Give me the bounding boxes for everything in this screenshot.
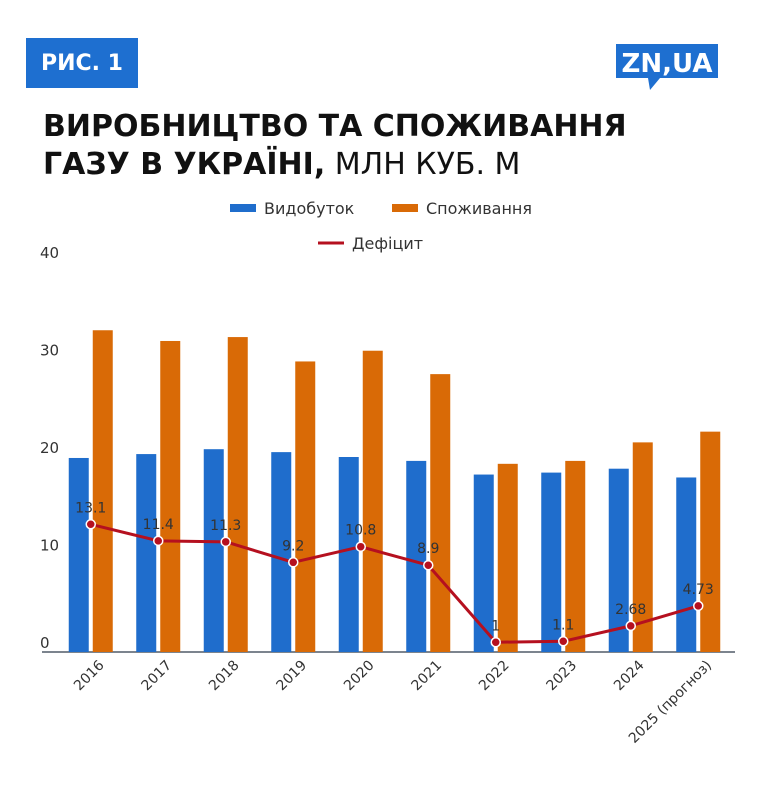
deficit-point: [85, 519, 96, 530]
deficit-point: [423, 559, 434, 571]
deficit-data-label: 10.8: [345, 523, 376, 539]
bar-production: [271, 452, 292, 652]
bar-production: [406, 460, 427, 652]
x-tick-label: 2018: [206, 658, 243, 695]
deficit-point: [355, 541, 366, 552]
deficit-point: [625, 620, 636, 632]
bar-consumption: [565, 460, 586, 652]
deficit-data-label: 9.2: [282, 538, 304, 554]
y-tick-label: 20: [40, 439, 59, 457]
bar-production: [608, 468, 629, 652]
bar-consumption: [227, 337, 248, 652]
deficit-data-label: 4.73: [683, 582, 714, 598]
deficit-point: [220, 536, 231, 548]
x-tick-label: 2024: [611, 657, 648, 694]
legend-deficit-label: Дефіцит: [352, 234, 423, 253]
bar-production: [338, 457, 359, 652]
deficit-point: [558, 636, 569, 647]
chart-title: ВИРОБНИЦТВО ТА СПОЖИВАННЯ ГАЗУ В УКРАЇНІ…: [43, 108, 743, 184]
title-line-2: ГАЗУ В УКРАЇНІ,: [43, 147, 326, 182]
bar-production: [676, 477, 697, 652]
deficit-line: [90, 522, 699, 644]
bar-production: [203, 449, 224, 652]
deficit-point: [288, 557, 299, 568]
bar-consumption: [497, 463, 518, 652]
bar-consumption: [632, 442, 653, 652]
bar-production: [68, 457, 89, 652]
x-tick-label: 2019: [274, 658, 311, 695]
title-line-1: ВИРОБНИЦТВО ТА СПОЖИВАННЯ: [43, 109, 627, 144]
y-tick-label: 10: [40, 537, 59, 555]
bar-consumption: [92, 330, 113, 652]
bar-production: [541, 472, 562, 652]
legend-production-swatch: [230, 204, 256, 212]
zn-ua-logo: ZN,UA: [616, 44, 718, 90]
x-tick-label: 2016: [71, 657, 108, 694]
deficit-data-label: 1.1: [552, 617, 574, 633]
bar-consumption: [362, 350, 383, 652]
deficit-data-label: 11.3: [210, 518, 241, 534]
bar-consumption: [700, 431, 721, 652]
figure-label: РИС. 1: [40, 50, 123, 76]
deficit-data-label: 8.9: [417, 541, 439, 557]
y-tick-label: 0: [40, 634, 50, 652]
y-tick-label: 30: [40, 342, 59, 360]
deficit-data-label: 1: [491, 618, 500, 634]
bar-consumption: [160, 340, 181, 652]
deficit-point: [693, 600, 704, 612]
legend-production-label: Видобуток: [264, 199, 355, 218]
deficit-data-label: 11.4: [143, 517, 174, 533]
y-tick-label: 40: [40, 244, 59, 262]
legend-consumption-label: Споживання: [426, 199, 532, 218]
x-tick-label: 2021: [409, 658, 446, 695]
x-tick-label: 2020: [341, 658, 378, 695]
logo-text: ZN,UA: [622, 49, 713, 79]
deficit-point: [490, 637, 501, 648]
bar-production: [136, 454, 157, 652]
deficit-data-label: 2.68: [615, 602, 646, 618]
x-tick-label: 2022: [476, 658, 513, 695]
legend-consumption-swatch: [392, 204, 418, 212]
figure-badge: РИС. 1: [26, 38, 138, 88]
bar-production: [473, 474, 494, 652]
x-tick-label: 2017: [139, 658, 176, 695]
bar-consumption: [295, 361, 316, 652]
title-units: МЛН КУБ. М: [325, 147, 521, 182]
deficit-data-label: 13.1: [75, 500, 106, 516]
deficit-point: [153, 535, 164, 547]
bar-consumption: [430, 374, 451, 652]
x-tick-label: 2023: [544, 658, 581, 695]
